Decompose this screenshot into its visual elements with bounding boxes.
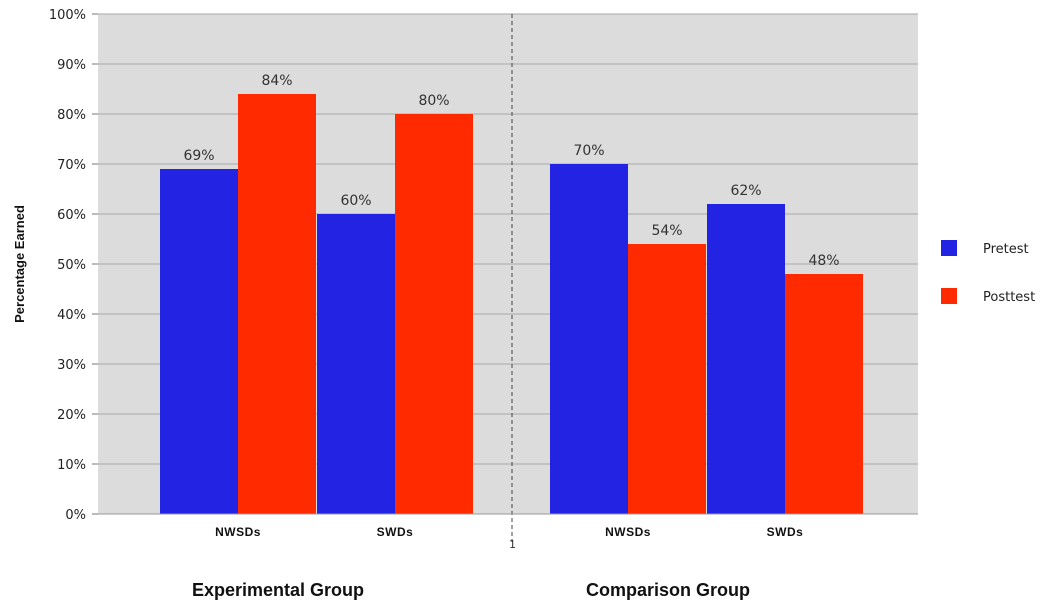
category-label: SWDs	[377, 525, 414, 539]
category-label: NWSDs	[605, 525, 651, 539]
data-label: 80%	[418, 93, 449, 109]
data-label: 70%	[573, 143, 604, 159]
y-tick-label: 90%	[57, 58, 86, 73]
legend: Pretest Posttest	[941, 240, 1035, 305]
bar-pretest-swds	[317, 214, 395, 514]
y-tick-label: 70%	[57, 158, 86, 173]
data-label: 69%	[183, 148, 214, 164]
separator-label: 1	[509, 538, 516, 551]
y-tick-label: 10%	[57, 458, 86, 473]
y-tick-label: 20%	[57, 408, 86, 423]
legend-label-posttest: Posttest	[983, 290, 1035, 305]
y-axis-ticks: 0% 10% 20% 30% 40% 50% 60% 70% 80% 90% 100%	[49, 8, 98, 523]
bar-posttest-swds	[785, 274, 863, 514]
y-tick-label: 0%	[65, 508, 86, 523]
y-tick-label: 30%	[57, 358, 86, 373]
y-tick-label: 80%	[57, 108, 86, 123]
data-label: 48%	[808, 253, 839, 269]
bar-posttest-nwsds	[628, 244, 706, 514]
y-tick-label: 40%	[57, 308, 86, 323]
group-label: Experimental Group	[192, 580, 364, 600]
y-tick-label: 50%	[57, 258, 86, 273]
bars: 69% 84% NWSDs 60% 80% SWDs Experimental Group 7…	[160, 73, 863, 600]
bar-posttest-nwsds	[238, 94, 316, 514]
group-label: Comparison Group	[586, 580, 750, 600]
category-label: SWDs	[767, 525, 804, 539]
y-tick-label: 100%	[49, 8, 86, 23]
bar-posttest-swds	[395, 114, 473, 514]
bar-pretest-nwsds	[160, 169, 238, 514]
category-label: NWSDs	[215, 525, 261, 539]
legend-swatch-posttest	[941, 288, 957, 304]
legend-swatch-pretest	[941, 240, 957, 256]
y-axis-label: Percentage Earned	[12, 205, 27, 323]
y-tick-label: 60%	[57, 208, 86, 223]
legend-label-pretest: Pretest	[983, 242, 1029, 257]
bar-pretest-nwsds	[550, 164, 628, 514]
data-label: 84%	[261, 73, 292, 89]
data-label: 60%	[340, 193, 371, 209]
data-label: 54%	[651, 223, 682, 239]
data-label: 62%	[730, 183, 761, 199]
bar-pretest-swds	[707, 204, 785, 514]
